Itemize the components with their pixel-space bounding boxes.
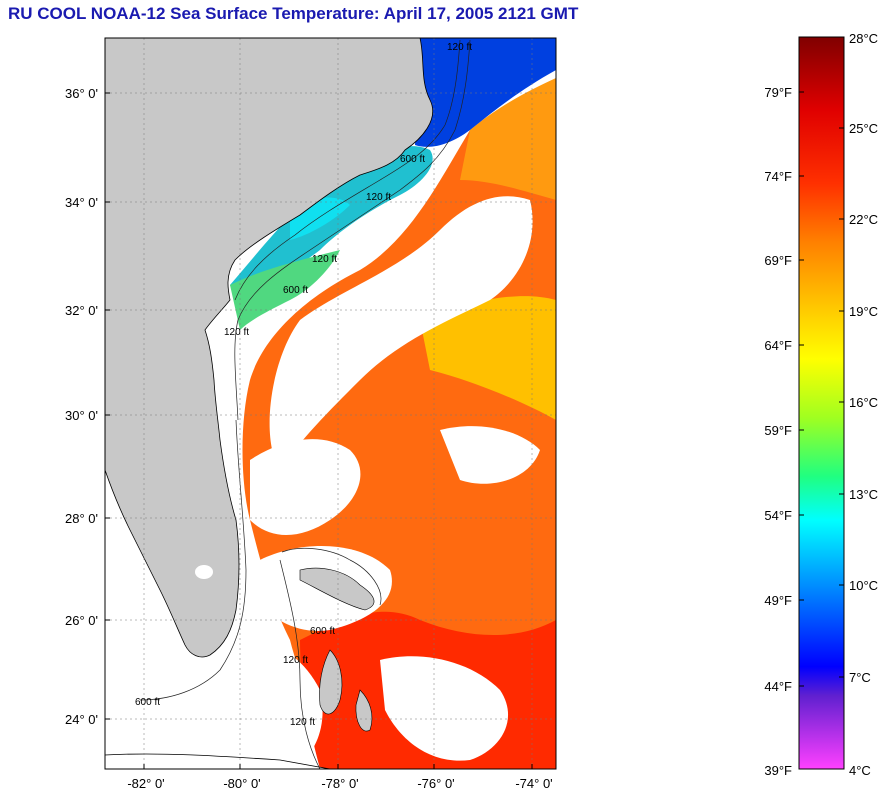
lat-label: 26° 0' [65, 613, 98, 628]
colorbar-fahrenheit-labels: 79°F 74°F 69°F 64°F 59°F 54°F 49°F 44°F … [764, 85, 792, 778]
contour-label: 600 ft [400, 154, 425, 165]
longitude-labels: -82° 0' -80° 0' -78° 0' -76° 0' -74° 0' [127, 776, 552, 791]
colorbar: 79°F 74°F 69°F 64°F 59°F 54°F 49°F 44°F … [764, 31, 878, 778]
map-title: RU COOL NOAA-12 Sea Surface Temperature:… [8, 4, 579, 23]
lon-label: -80° 0' [223, 776, 260, 791]
fahrenheit-label: 64°F [764, 338, 792, 353]
graticule [105, 38, 556, 769]
bahamas-islands [299, 567, 375, 732]
celsius-label: 10°C [849, 578, 878, 593]
lon-label: -82° 0' [127, 776, 164, 791]
cold-shelf-north [415, 38, 556, 147]
map-panel: 120 ft 600 ft 120 ft 600 ft 120 ft 120 f… [105, 38, 556, 769]
celsius-label: 16°C [849, 395, 878, 410]
contour-labels: 120 ft 600 ft 120 ft 600 ft 120 ft 120 f… [135, 42, 472, 728]
fahrenheit-label: 49°F [764, 593, 792, 608]
celsius-label: 13°C [849, 487, 878, 502]
lat-label: 28° 0' [65, 511, 98, 526]
lon-label: -74° 0' [515, 776, 552, 791]
celsius-label: 28°C [849, 31, 878, 46]
contour-label: 600 ft [283, 285, 308, 296]
axis-ticks [105, 92, 533, 769]
lon-label: -76° 0' [417, 776, 454, 791]
fahrenheit-label: 39°F [764, 763, 792, 778]
lat-label: 36° 0' [65, 86, 98, 101]
bathymetry-contours [139, 39, 471, 769]
lon-label: -78° 0' [321, 776, 358, 791]
fahrenheit-label: 54°F [764, 508, 792, 523]
colorbar-ticks [799, 36, 844, 687]
map-frame [104, 37, 557, 770]
contour-label: 600 ft [310, 626, 335, 637]
contour-label: 600 ft [135, 697, 160, 708]
cuba-coast [105, 753, 331, 769]
contour-label: 120 ft [312, 254, 337, 265]
celsius-label: 4°C [849, 763, 871, 778]
colorbar-celsius-labels: 28°C 25°C 22°C 19°C 16°C 13°C 10°C 7°C 4… [849, 31, 878, 778]
colorbar-bar [798, 36, 845, 770]
yellow-sea-patch [420, 296, 556, 420]
contour-label: 120 ft [290, 717, 315, 728]
lake-okeechobee [195, 565, 213, 579]
contour-label: 120 ft [283, 655, 308, 666]
celsius-label: 19°C [849, 304, 878, 319]
green-shelf [230, 250, 340, 330]
cloud-cover [220, 196, 540, 769]
teal-shelf [230, 146, 433, 305]
celsius-label: 25°C [849, 121, 878, 136]
lat-label: 24° 0' [65, 712, 98, 727]
land-mainland [105, 38, 434, 658]
lat-label: 34° 0' [65, 195, 98, 210]
contour-label: 120 ft [447, 42, 472, 53]
fahrenheit-label: 79°F [764, 85, 792, 100]
lat-label: 30° 0' [65, 408, 98, 423]
fahrenheit-label: 69°F [764, 253, 792, 268]
latitude-labels: 36° 0' 34° 0' 32° 0' 30° 0' 28° 0' 26° 0… [65, 86, 98, 727]
celsius-label: 22°C [849, 212, 878, 227]
fahrenheit-label: 74°F [764, 169, 792, 184]
fahrenheit-label: 44°F [764, 679, 792, 694]
celsius-label: 7°C [849, 670, 871, 685]
contour-label: 120 ft [224, 327, 249, 338]
fahrenheit-label: 59°F [764, 423, 792, 438]
contour-label: 120 ft [366, 192, 391, 203]
lat-label: 32° 0' [65, 303, 98, 318]
